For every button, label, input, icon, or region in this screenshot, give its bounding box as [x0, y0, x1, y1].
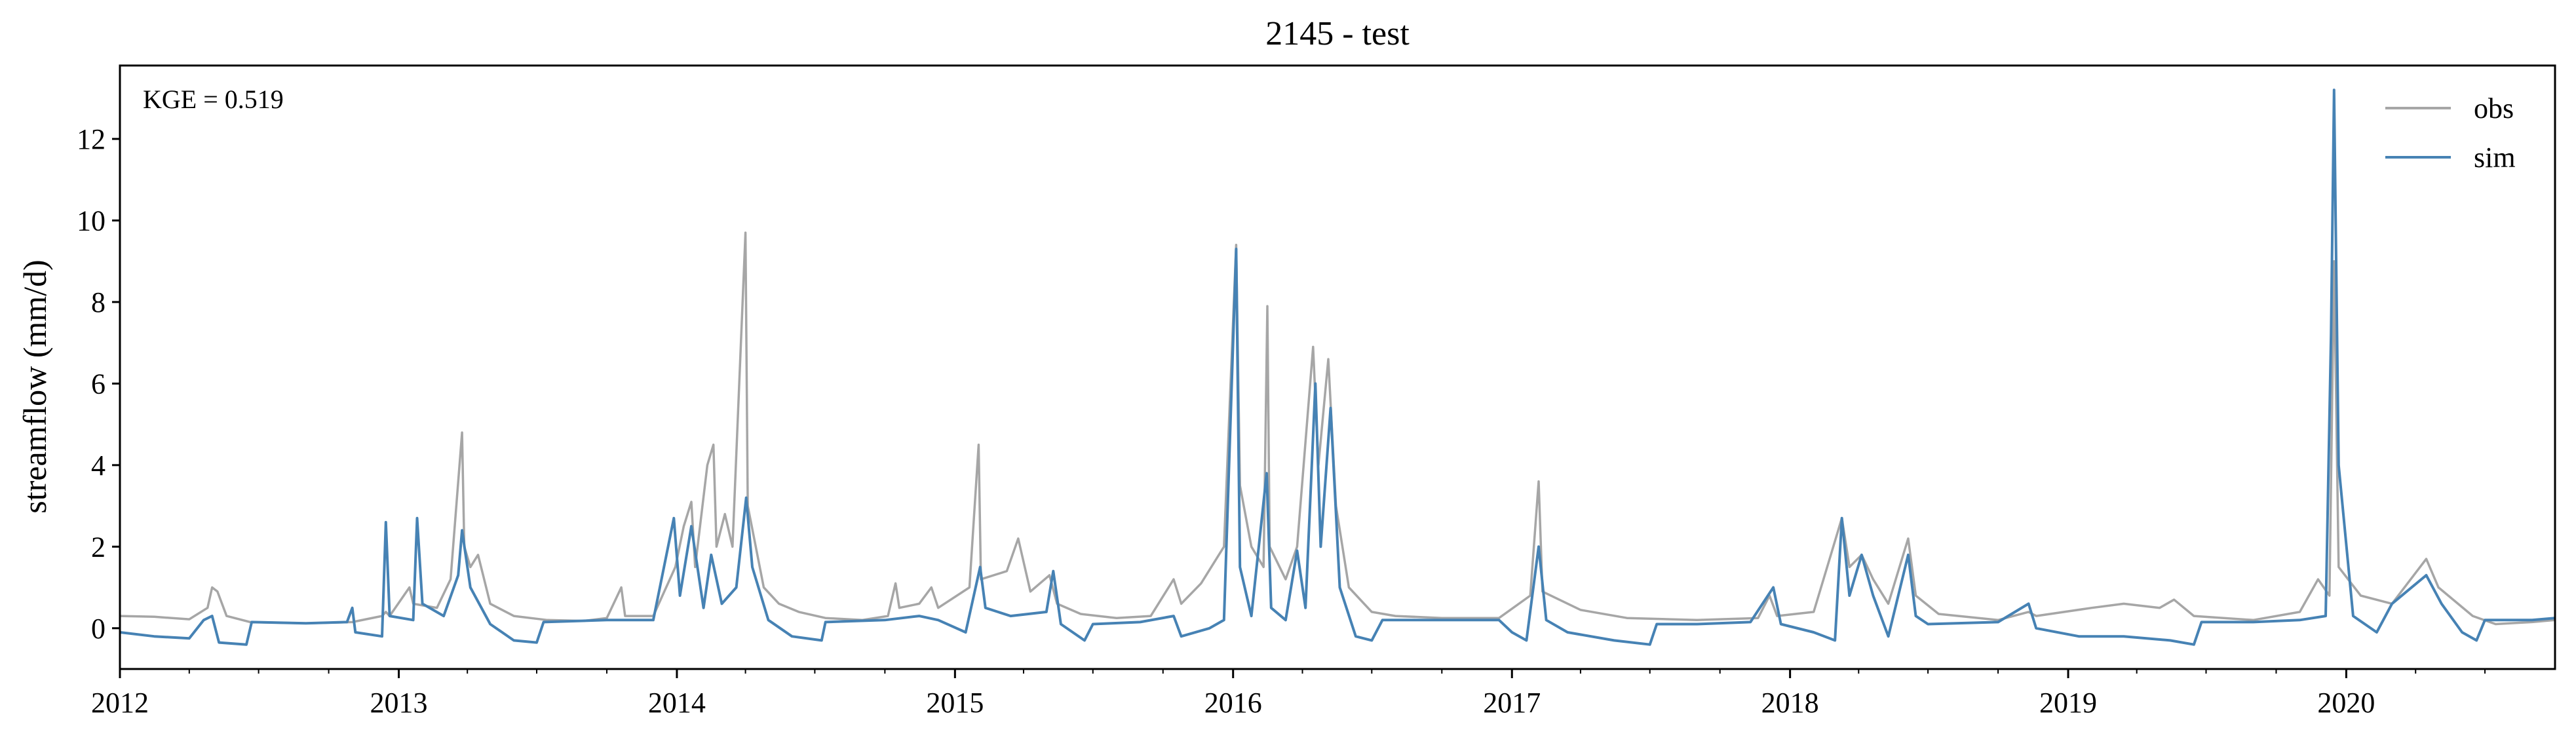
series-line-obs [119, 231, 2556, 626]
plot-frame [119, 64, 2556, 670]
kge-annotation: KGE = 0.519 [143, 85, 284, 114]
y-tick-label: 0 [91, 613, 106, 645]
y-tick-label: 2 [91, 531, 106, 563]
legend-label-sim: sim [2474, 142, 2516, 174]
x-axis: 2012 2013 2014 2015 2016 2017 2018 2019 2020 [91, 669, 2486, 719]
x-tick-label: 2014 [648, 687, 706, 719]
y-tick-label: 12 [77, 123, 106, 155]
series-line-sim [119, 88, 2556, 646]
y-tick-label: 4 [91, 449, 106, 482]
y-axis-title: streamflow (mm/d) [16, 259, 53, 513]
series-layer [119, 88, 2556, 646]
x-tick-label: 2015 [926, 687, 984, 719]
y-tick-label: 10 [77, 204, 106, 237]
x-tick-label: 2016 [1204, 687, 1262, 719]
x-tick-label: 2019 [2039, 687, 2097, 719]
x-tick-label: 2017 [1483, 687, 1541, 719]
y-tick-label: 8 [91, 286, 106, 318]
x-tick-label: 2013 [370, 687, 428, 719]
legend: obs sim [2385, 92, 2516, 174]
x-tick-label: 2018 [1761, 687, 1819, 719]
y-tick-label: 6 [91, 368, 106, 400]
legend-label-obs: obs [2474, 92, 2514, 124]
x-tick-label: 2020 [2317, 687, 2375, 719]
y-axis: 0 2 4 6 8 10 12 [77, 123, 120, 645]
chart-title: 2145 - test [1265, 15, 1410, 52]
x-tick-label: 2012 [91, 687, 149, 719]
